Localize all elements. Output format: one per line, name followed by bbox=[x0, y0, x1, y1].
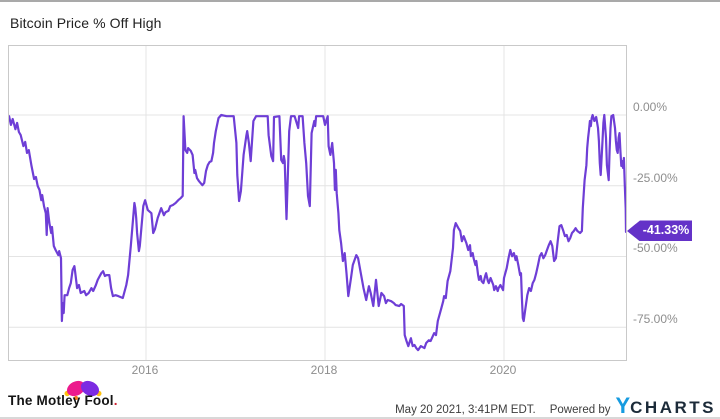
y-tick-label: -50.00% bbox=[633, 241, 678, 256]
wordmark-period: . bbox=[113, 393, 118, 408]
x-tick-label: 2018 bbox=[310, 363, 338, 377]
price-line bbox=[9, 113, 626, 352]
footer-attribution: May 20 2021, 3:41PM EDT. Powered by YCHA… bbox=[395, 393, 716, 419]
y-tick-label: 0.00% bbox=[633, 100, 668, 115]
current-value-badge: -41.33% bbox=[627, 220, 692, 242]
jester-hat-icon bbox=[64, 380, 102, 400]
y-tick-label: -75.00% bbox=[633, 312, 678, 327]
chart-title: Bitcoin Price % Off High bbox=[10, 15, 162, 31]
price-line-chart bbox=[9, 46, 626, 360]
x-tick-label: 2020 bbox=[489, 363, 517, 377]
ycharts-y-glyph: Y bbox=[615, 393, 631, 418]
ycharts-wordmark: CHARTS bbox=[630, 398, 716, 417]
x-tick-label: 2016 bbox=[131, 363, 159, 377]
ycharts-logo[interactable]: YCHARTS bbox=[615, 393, 716, 419]
motley-fool-wordmark: The Motley Fool. bbox=[8, 393, 118, 408]
plot-area bbox=[8, 45, 627, 361]
timestamp: May 20 2021, 3:41PM EDT. bbox=[395, 404, 536, 416]
y-tick-label: -25.00% bbox=[633, 170, 678, 185]
powered-by-label: Powered by bbox=[549, 404, 611, 416]
